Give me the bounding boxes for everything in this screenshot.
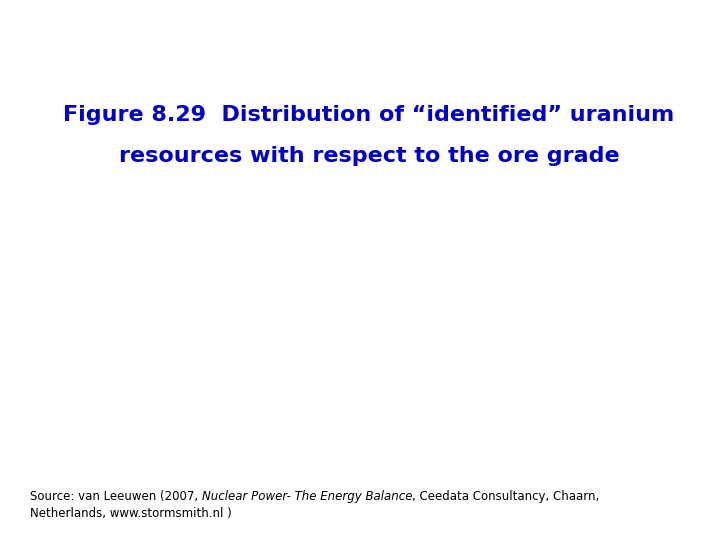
Text: Nuclear Power- The Energy Balance: Nuclear Power- The Energy Balance (202, 490, 413, 503)
Text: Netherlands, www.stormsmith.nl ): Netherlands, www.stormsmith.nl ) (30, 507, 232, 520)
Text: Source: van Leeuwen (2007,: Source: van Leeuwen (2007, (30, 490, 202, 503)
Text: , Ceedata Consultancy, Chaarn,: , Ceedata Consultancy, Chaarn, (413, 490, 600, 503)
Text: Figure 8.29  Distribution of “identified” uranium: Figure 8.29 Distribution of “identified”… (63, 105, 675, 125)
Text: resources with respect to the ore grade: resources with respect to the ore grade (119, 146, 619, 166)
